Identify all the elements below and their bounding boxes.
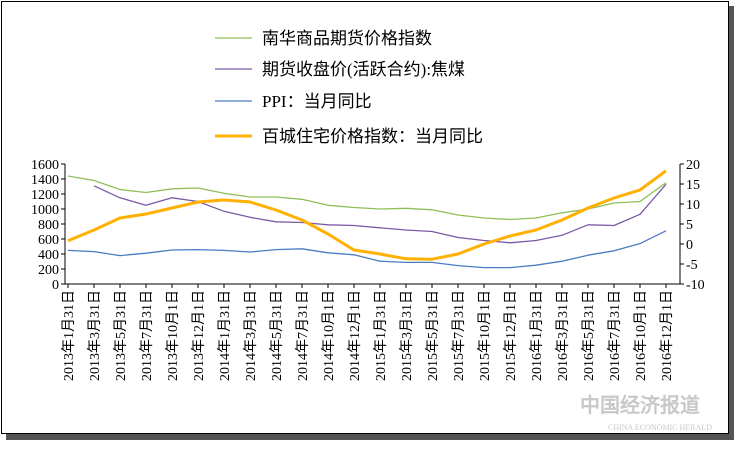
y2-tick-label: 5	[686, 218, 693, 233]
x-tick-label: 2013年3月31日	[87, 290, 103, 381]
y2-tick-label: -10	[686, 278, 705, 293]
x-tick-label: 2014年12月1日	[347, 290, 363, 381]
x-tick-label: 2016年7月31日	[607, 290, 623, 381]
x-tick-label: 2014年5月31日	[269, 290, 285, 381]
series-line	[93, 183, 667, 244]
y2-tick-label: -5	[686, 258, 698, 273]
y-tick-label: 1600	[31, 158, 59, 173]
x-tick-label: 2015年12月1日	[503, 290, 519, 381]
x-tick-label: 2013年12月1日	[191, 290, 207, 381]
watermark: 中国经济报道	[580, 393, 700, 417]
legend-label: 百城住宅价格指数：当月同比	[262, 127, 483, 146]
series-line	[67, 230, 667, 269]
x-tick-label: 2013年5月31日	[113, 290, 129, 381]
y2-tick-label: 0	[686, 238, 693, 253]
x-tick-label: 2013年1月31日	[61, 290, 77, 381]
watermark-sub: CHINA ECONOMIC HERALD	[608, 423, 712, 432]
y-tick-label: 1400	[31, 173, 59, 188]
y-tick-label: 400	[38, 248, 59, 263]
x-tick-label: 2016年1月31日	[529, 290, 545, 381]
x-tick-label: 2015年1月31日	[373, 290, 389, 381]
x-tick-label: 2016年12月1日	[659, 290, 675, 381]
y-tick-label: 800	[38, 218, 59, 233]
x-tick-label: 2016年10月1日	[633, 290, 649, 381]
legend-label: 南华商品期货价格指数	[262, 29, 432, 48]
x-tick-label: 2016年5月31日	[581, 290, 597, 381]
x-tick-label: 2013年10月1日	[165, 290, 181, 381]
x-tick-label: 2015年3月31日	[399, 290, 415, 381]
y-tick-label: 200	[38, 263, 59, 278]
x-tick-label: 2015年10月1日	[477, 290, 493, 381]
x-tick-label: 2015年7月31日	[451, 290, 467, 381]
x-tick-label: 2014年7月31日	[295, 290, 311, 381]
y-tick-label: 0	[52, 278, 59, 293]
legend-label: 期货收盘价(活跃合约):焦煤	[262, 60, 465, 79]
series-line	[67, 175, 667, 221]
x-tick-label: 2014年10月1日	[321, 290, 337, 381]
y2-tick-label: 20	[686, 158, 700, 173]
y-tick-label: 1200	[31, 188, 59, 203]
legend-label: PPI：当月同比	[262, 92, 372, 111]
x-tick-label: 2014年3月31日	[243, 290, 259, 381]
series-line	[67, 169, 667, 261]
y-tick-label: 1000	[31, 203, 59, 218]
y-tick-label: 600	[38, 233, 59, 248]
x-tick-label: 2013年7月31日	[139, 290, 155, 381]
x-tick-label: 2016年3月31日	[555, 290, 571, 381]
y2-tick-label: 10	[686, 198, 700, 213]
x-tick-label: 2015年5月31日	[425, 290, 441, 381]
x-tick-label: 2014年1月31日	[217, 290, 233, 381]
y2-tick-label: 15	[686, 178, 700, 193]
